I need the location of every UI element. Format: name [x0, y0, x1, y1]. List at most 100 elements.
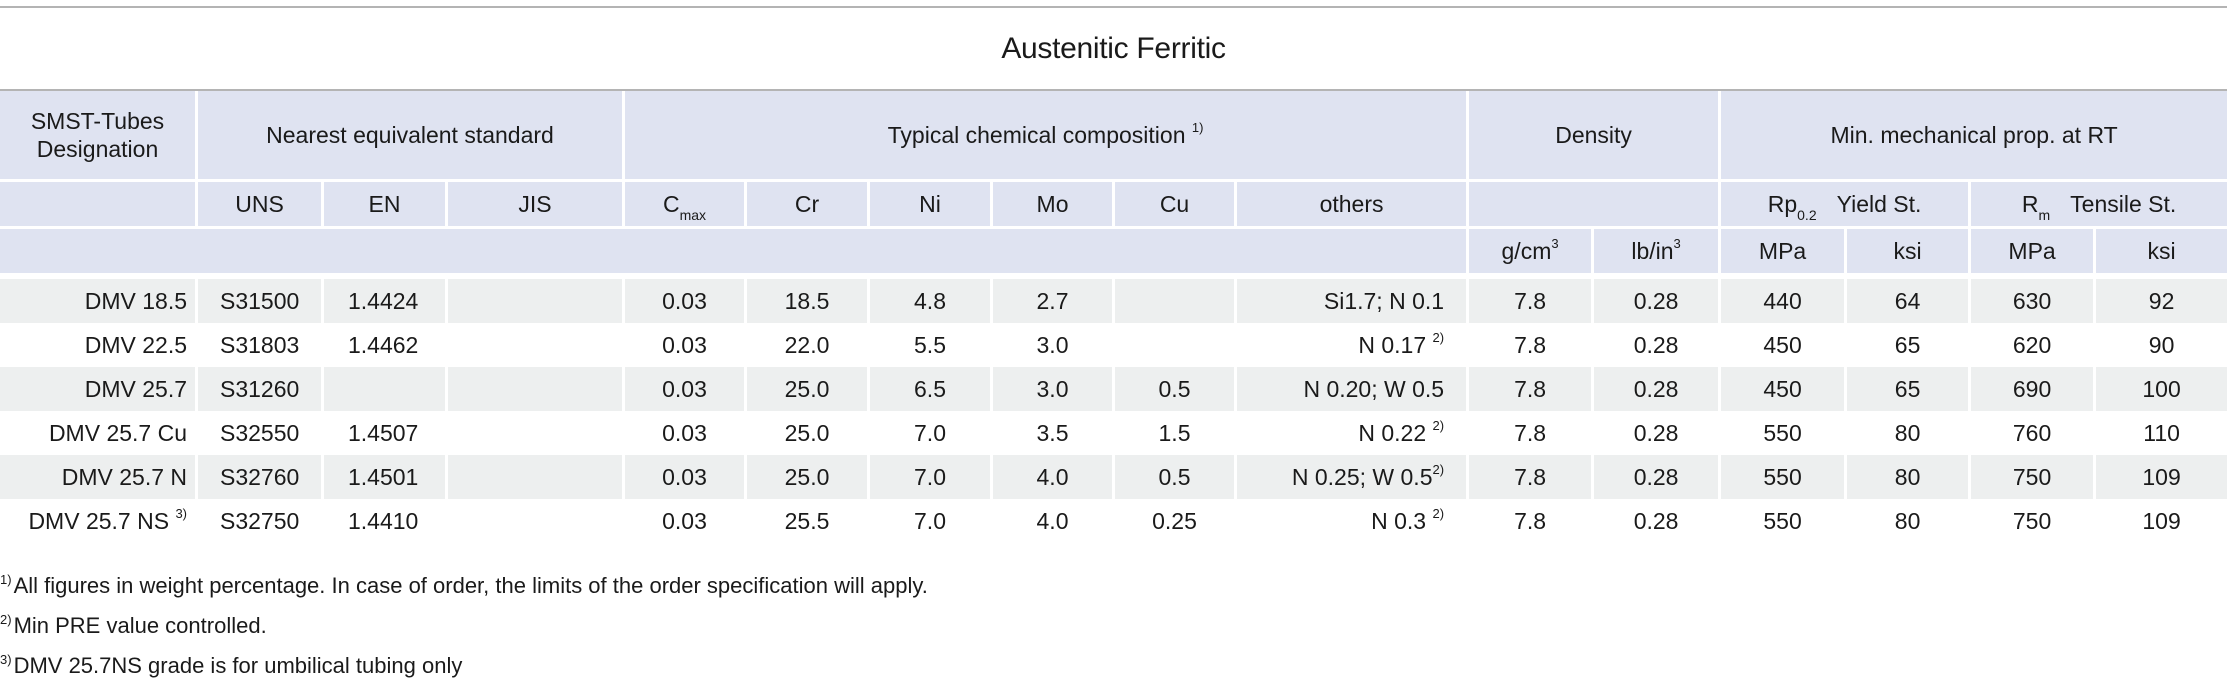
c-cell: 0.03 — [625, 411, 748, 455]
en-cell: 1.4410 — [324, 499, 448, 543]
others-footnote-mark: 2) — [1432, 329, 1445, 345]
mo-cell: 2.7 — [993, 279, 1116, 323]
yield-strength-header: Rp0.2 Yield St. — [1721, 182, 1972, 229]
en-header: EN — [324, 182, 448, 229]
rm-ksi-cell: 109 — [2096, 499, 2227, 543]
cr-header: Cr — [747, 182, 871, 229]
header-row-groups: SMST-Tubes Designation Nearest equivalen… — [0, 91, 2227, 182]
rp-ksi-cell: 64 — [1847, 279, 1972, 323]
rm-mpa-cell: 690 — [1971, 367, 2097, 411]
others-footnote-mark: 2) — [1432, 505, 1445, 521]
rm-mpa-cell: 760 — [1971, 411, 2097, 455]
rm-ksi-cell: 110 — [2096, 411, 2227, 455]
uns-header: UNS — [198, 182, 324, 229]
mo-header: Mo — [993, 182, 1116, 229]
uns-cell: S31260 — [198, 367, 324, 411]
density-lb-cell: 0.28 — [1594, 279, 1722, 323]
density-lb-cell: 0.28 — [1594, 323, 1722, 367]
c-cell: 0.03 — [625, 367, 748, 411]
rp-mpa-cell: 550 — [1721, 411, 1848, 455]
cu-cell — [1115, 323, 1238, 367]
uns-cell: S32750 — [198, 499, 324, 543]
yield-label: Yield St. — [1836, 190, 1922, 217]
density-g-cell: 7.8 — [1469, 499, 1595, 543]
uns-cell: S32550 — [198, 411, 324, 455]
table-row: DMV 25.7 N S32760 1.4501 0.03 25.0 7.0 4… — [0, 455, 2227, 499]
others-value: N 0.25; W 0.5 — [1291, 463, 1433, 490]
header-row-columns: UNS EN JIS Cmax Cr Ni Mo Cu others Rp0.2… — [0, 182, 2227, 229]
table-row: DMV 25.7 S31260 0.03 25.0 6.5 3.0 0.5 N … — [0, 367, 2227, 411]
density-g-cell: 7.8 — [1469, 367, 1595, 411]
others-value: N 0.22 — [1358, 419, 1427, 446]
designation-value: DMV 25.7 Cu — [48, 419, 187, 446]
units-blank — [0, 229, 1470, 279]
rp-ksi-cell: 80 — [1847, 411, 1972, 455]
density-header: Density — [1469, 91, 1722, 182]
g-exp: 3 — [1551, 235, 1559, 251]
rp-main: Rp — [1767, 190, 1798, 217]
rp-mpa-cell: 550 — [1721, 499, 1848, 543]
designation-value: DMV 25.7 NS — [28, 507, 170, 534]
table-row: DMV 25.7 Cu S32550 1.4507 0.03 25.0 7.0 … — [0, 411, 2227, 455]
mo-cell: 4.0 — [993, 499, 1116, 543]
rp-ksi-header: ksi — [1847, 229, 1972, 279]
designation-cell: DMV 18.5 — [0, 279, 198, 323]
c-cell: 0.03 — [625, 323, 748, 367]
designation-cell: DMV 25.7 NS 3) — [0, 499, 198, 543]
uns-cell: S31500 — [198, 279, 324, 323]
rp-ksi-cell: 80 — [1847, 499, 1972, 543]
cr-cell: 25.5 — [747, 499, 871, 543]
density-g-cell: 7.8 — [1469, 411, 1595, 455]
footnote-1: 1)All figures in weight percentage. In c… — [0, 566, 928, 606]
designation-value: DMV 25.7 — [84, 375, 187, 402]
designation-cell: DMV 22.5 — [0, 323, 198, 367]
rm-mpa-cell: 750 — [1971, 499, 2097, 543]
rm-ksi-header: ksi — [2096, 229, 2227, 279]
cr-cell: 25.0 — [747, 367, 871, 411]
en-cell: 1.4462 — [324, 323, 448, 367]
jis-cell — [448, 367, 626, 411]
composition-footnote-mark: 1) — [1191, 119, 1204, 135]
cu-cell — [1115, 279, 1238, 323]
others-value: N 0.17 — [1358, 331, 1427, 358]
density-lb-cell: 0.28 — [1594, 499, 1722, 543]
jis-cell — [448, 279, 626, 323]
rm-mpa-cell: 750 — [1971, 455, 2097, 499]
footnote-text: Min PRE value controlled. — [13, 613, 267, 638]
others-cell: N 0.3 2) — [1237, 499, 1470, 543]
density-lb-cell: 0.28 — [1594, 367, 1722, 411]
c-max-header: Cmax — [625, 182, 748, 229]
rp-mpa-header: MPa — [1721, 229, 1848, 279]
top-rule — [0, 6, 2227, 8]
lb-exp: 3 — [1673, 235, 1681, 251]
rm-mpa-cell: 620 — [1971, 323, 2097, 367]
rm-ksi-cell: 100 — [2096, 367, 2227, 411]
en-cell: 1.4507 — [324, 411, 448, 455]
others-cell: N 0.25; W 0.52) — [1237, 455, 1470, 499]
en-cell: 1.4424 — [324, 279, 448, 323]
density-lb-cell: 0.28 — [1594, 455, 1722, 499]
cu-cell: 0.25 — [1115, 499, 1238, 543]
footnote-3: 3)DMV 25.7NS grade is for umbilical tubi… — [0, 646, 928, 686]
ni-cell: 6.5 — [870, 367, 994, 411]
header-blank — [0, 182, 198, 229]
rm-sub: m — [2038, 206, 2051, 223]
cu-cell: 0.5 — [1115, 455, 1238, 499]
ni-cell: 7.0 — [870, 499, 994, 543]
title-rule — [0, 89, 2227, 91]
rp-mpa-cell: 440 — [1721, 279, 1848, 323]
uns-cell: S32760 — [198, 455, 324, 499]
table-row: DMV 18.5 S31500 1.4424 0.03 18.5 4.8 2.7… — [0, 279, 2227, 323]
designation-footnote-mark: 3) — [175, 505, 187, 521]
rm-mpa-header: MPa — [1971, 229, 2097, 279]
ni-cell: 7.0 — [870, 411, 994, 455]
c-cell: 0.03 — [625, 499, 748, 543]
others-cell: N 0.22 2) — [1237, 411, 1470, 455]
mo-cell: 3.0 — [993, 323, 1116, 367]
rm-ksi-cell: 92 — [2096, 279, 2227, 323]
lb-unit: lb/in — [1631, 237, 1674, 264]
table-row: DMV 22.5 S31803 1.4462 0.03 22.0 5.5 3.0… — [0, 323, 2227, 367]
designation-cell: DMV 25.7 Cu — [0, 411, 198, 455]
rm-mpa-cell: 630 — [1971, 279, 2097, 323]
